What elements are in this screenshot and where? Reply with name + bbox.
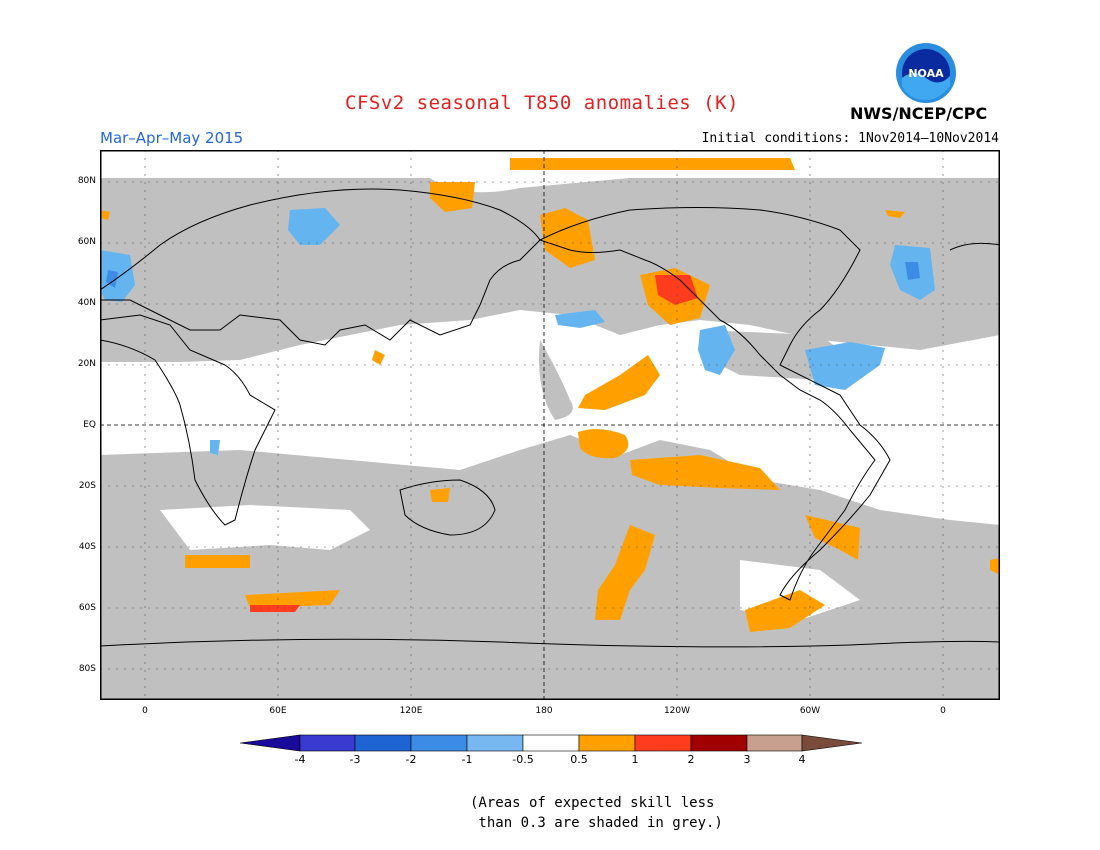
lat-label-60s: 60S [78, 603, 96, 613]
lon-label-180: 180 [535, 706, 553, 716]
noaa-logo-text: NOAA [908, 67, 944, 80]
noaa-logo: NOAA [896, 43, 956, 103]
coastlines [100, 188, 1000, 648]
lat-label-40n: 40N [77, 298, 96, 308]
lat-label-eq: EQ [83, 420, 96, 430]
season-label: Mar–Apr–May 2015 [100, 129, 244, 147]
colorbar-swatch [354, 734, 412, 752]
lon-label-0-right: 0 [940, 706, 946, 716]
anomaly-map [100, 150, 1000, 700]
lon-label-0: 0 [142, 706, 148, 716]
colorbar-swatch [634, 734, 692, 752]
colorbar-label: -4 [294, 753, 306, 766]
strong-positive-anomalies [250, 275, 698, 612]
lat-label-60n: 60N [77, 237, 96, 247]
lat-label-80s: 80S [78, 664, 96, 674]
grey-skill-areas [100, 178, 1000, 700]
skill-note: (Areas of expected skill less than 0.3 a… [470, 793, 723, 833]
colorbar-swatch [466, 734, 524, 752]
colorbar-label: 3 [743, 753, 751, 766]
chart-title: CFSv2 seasonal T850 anomalies (K) [345, 92, 739, 114]
colorbar-label: -1 [461, 753, 473, 766]
lon-label-120e: 120E [399, 706, 423, 716]
skill-note-line-2: than 0.3 are shaded in grey.) [470, 815, 723, 831]
initial-conditions-label: Initial conditions: 1Nov2014–10Nov2014 [701, 131, 999, 146]
gridlines [100, 150, 1000, 700]
colorbar [240, 734, 862, 752]
colorbar-label: -2 [405, 753, 417, 766]
colorbar-label: -3 [349, 753, 361, 766]
colorbar-swatch [690, 734, 748, 752]
organization-label: NWS/NCEP/CPC [850, 104, 988, 123]
colorbar-label: 4 [798, 753, 806, 766]
lat-label-20s: 20S [78, 481, 96, 491]
lat-label-40s: 40S [78, 542, 96, 552]
colorbar-swatch [410, 734, 468, 752]
lat-label-20n: 20N [77, 359, 96, 369]
colorbar-swatch [522, 734, 580, 752]
colorbar-label: -0.5 [512, 753, 534, 766]
colorbar-label: 2 [687, 753, 695, 766]
lon-label-60w: 60W [799, 706, 821, 716]
lon-label-60e: 60E [269, 706, 287, 716]
colorbar-swatch [578, 734, 636, 752]
equator-dateline [100, 150, 1000, 700]
map-frame [100, 150, 1000, 700]
lat-label-80n: 80N [77, 176, 96, 186]
colorbar-high-arrow [801, 734, 862, 752]
lon-label-120w: 120W [663, 706, 691, 716]
negative-anomalies [100, 208, 935, 455]
colorbar-swatch [299, 734, 356, 752]
colorbar-low-arrow [240, 734, 301, 752]
skill-note-line-1: (Areas of expected skill less [470, 795, 715, 811]
colorbar-swatch [746, 734, 803, 752]
colorbar-label: 1 [631, 753, 639, 766]
colorbar-label: 0.5 [570, 753, 588, 766]
